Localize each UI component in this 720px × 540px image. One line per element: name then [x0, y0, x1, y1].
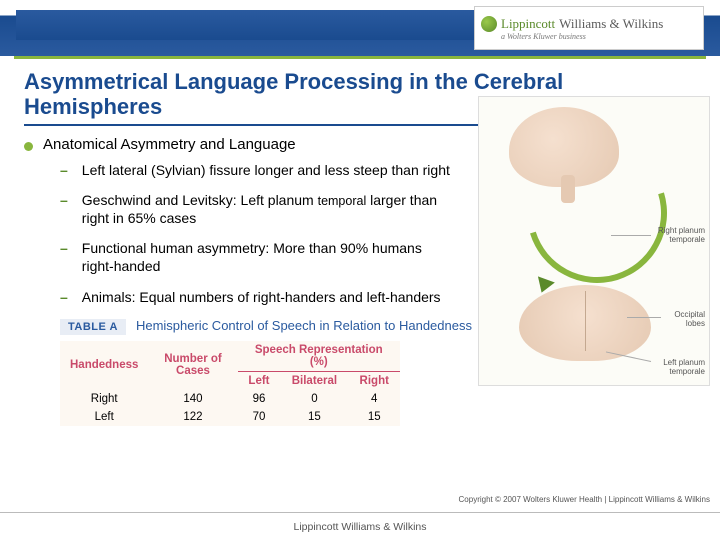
sub-bullet-text: Functional human asymmetry: More than 90…: [82, 239, 450, 275]
col-header: Number of Cases: [148, 341, 237, 390]
col-header: Right: [349, 371, 401, 390]
main-bullet-text: Anatomical Asymmetry and Language: [43, 136, 296, 153]
cell: 15: [349, 408, 401, 426]
dash-icon: –: [60, 239, 68, 275]
col-header: Left: [238, 371, 281, 390]
footer: Lippincott Williams & Wilkins: [0, 512, 720, 540]
cell: 140: [148, 390, 237, 408]
dash-icon: –: [60, 191, 68, 227]
bullet-icon: [24, 142, 33, 151]
table-row: Right 140 96 0 4: [60, 390, 400, 408]
logo-text-2: Williams & Wilkins: [559, 16, 663, 32]
cell: 4: [349, 390, 401, 408]
figure-label: Occipital lobes: [661, 311, 705, 329]
cell: Left: [60, 408, 148, 426]
data-table: Handedness Number of Cases Speech Repres…: [60, 341, 400, 426]
brain-superior-view: [519, 285, 651, 361]
col-header: Handedness: [60, 341, 148, 390]
table-row: Left 122 70 15 15: [60, 408, 400, 426]
logo-subtitle: a Wolters Kluwer business: [501, 32, 586, 41]
table-tag: TABLE A: [60, 319, 126, 335]
sub-bullet-text: Geschwind and Levitsky: Left planum temp…: [82, 191, 450, 227]
dash-icon: –: [60, 161, 68, 179]
sub-bullet-text: Animals: Equal numbers of right-handers …: [82, 288, 441, 306]
logo-text-1: Lippincott: [501, 16, 555, 32]
cell: 70: [238, 408, 281, 426]
publisher-logo: Lippincott Williams & Wilkins a Wolters …: [474, 6, 704, 50]
header-bar: Lippincott Williams & Wilkins a Wolters …: [0, 0, 720, 56]
table-title: Hemispheric Control of Speech in Relatio…: [136, 318, 472, 333]
cell: 96: [238, 390, 281, 408]
footer-text: Lippincott Williams & Wilkins: [293, 521, 426, 533]
col-group-header: Speech Representation (%): [238, 341, 400, 372]
figure-label: Left planum temporale: [651, 359, 705, 377]
copyright-text: Copyright © 2007 Wolters Kluwer Health |…: [459, 495, 710, 504]
leader-line: [627, 317, 661, 318]
sub-bullet: – Animals: Equal numbers of right-hander…: [60, 288, 450, 306]
sub-bullet-text: Left lateral (Sylvian) fissure longer an…: [82, 161, 450, 179]
cell: 0: [280, 390, 348, 408]
sub-bullet: – Left lateral (Sylvian) fissure longer …: [60, 161, 450, 179]
cell: Right: [60, 390, 148, 408]
dash-icon: –: [60, 288, 68, 306]
globe-icon: [481, 16, 497, 32]
cell: 122: [148, 408, 237, 426]
sub-bullet-list: – Left lateral (Sylvian) fissure longer …: [60, 161, 450, 306]
sub-bullet: – Functional human asymmetry: More than …: [60, 239, 450, 275]
figure-label: Right planum temporale: [651, 227, 705, 245]
sub-bullet: – Geschwind and Levitsky: Left planum te…: [60, 191, 450, 227]
col-header: Bilateral: [280, 371, 348, 390]
leader-line: [611, 235, 651, 236]
brain-figure: Right planum temporale Occipital lobes L…: [478, 96, 710, 386]
cell: 15: [280, 408, 348, 426]
